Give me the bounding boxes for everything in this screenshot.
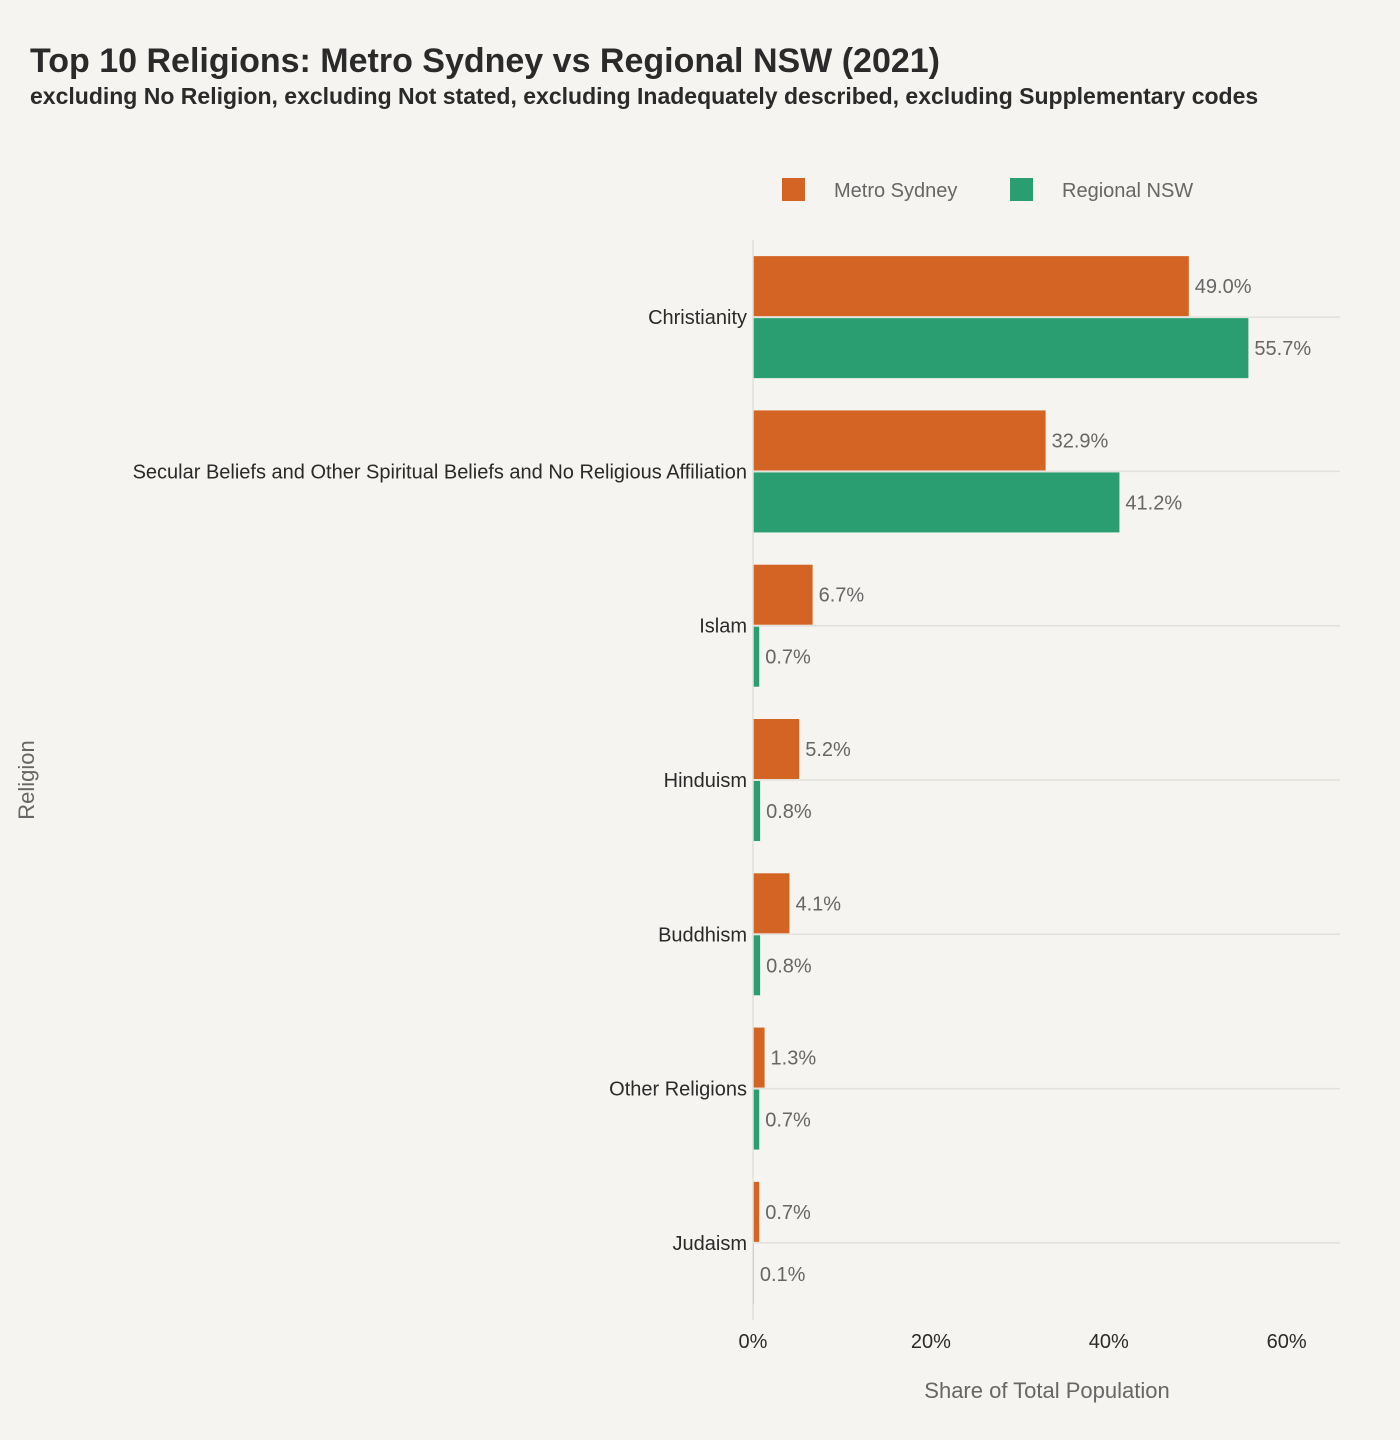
y-tick-label: Buddhism — [658, 924, 747, 946]
data-label: 49.0% — [1195, 276, 1252, 298]
x-tick-label: 40% — [1089, 1331, 1129, 1353]
data-label: 32.9% — [1052, 430, 1109, 452]
data-label: 0.8% — [766, 801, 812, 823]
legend-label-2: Regional NSW — [1062, 180, 1193, 202]
chart-title: Top 10 Religions: Metro Sydney vs Region… — [30, 42, 940, 80]
legend: Metro Sydney Regional NSW — [782, 178, 1193, 202]
y-axis: Christianity Secular Beliefs and Other Sp… — [133, 240, 754, 1320]
y-tick-label: Other Religions — [609, 1079, 747, 1101]
y-tick-label: Hinduism — [664, 770, 747, 792]
data-label: 0.1% — [760, 1264, 806, 1286]
y-tick-label: Secular Beliefs and Other Spiritual Beli… — [133, 461, 747, 483]
legend-label-1: Metro Sydney — [834, 180, 957, 202]
bar-metro — [753, 1181, 760, 1242]
bar-metro — [753, 1027, 765, 1088]
bar-regional — [753, 935, 761, 996]
data-label: 5.2% — [805, 739, 851, 761]
bar-regional — [753, 1089, 760, 1150]
data-label: 4.1% — [795, 893, 841, 915]
data-label: 1.3% — [771, 1048, 817, 1070]
data-labels: 49.0% 55.7% 32.9% 41.2% 6.7% 0.7% 5.2% 0.8% 4.1%… — [760, 276, 1311, 1286]
data-label: 0.7% — [765, 1202, 811, 1224]
x-tick-label: 60% — [1267, 1331, 1307, 1353]
legend-swatch-1 — [782, 178, 805, 201]
y-tick-label: Judaism — [673, 1233, 747, 1255]
bar-regional — [753, 318, 1249, 379]
x-axis-title: Share of Total Population — [924, 1378, 1169, 1403]
legend-swatch-2 — [1010, 178, 1033, 201]
bar-metro — [753, 410, 1046, 471]
y-tick-label: Christianity — [648, 307, 747, 329]
bar-metro — [753, 564, 813, 625]
bar-metro — [753, 873, 790, 934]
y-tick-label: Islam — [699, 616, 747, 638]
data-label: 41.2% — [1125, 492, 1182, 514]
bar-regional — [753, 781, 761, 841]
grid-lines — [753, 316, 1340, 1244]
x-tick-label: 0% — [739, 1331, 768, 1353]
x-axis: 0% 20% 40% 60% — [739, 1331, 1307, 1353]
bars — [753, 256, 1249, 1304]
bar-regional — [753, 626, 760, 687]
data-label: 55.7% — [1254, 338, 1311, 360]
bar-metro — [753, 719, 800, 779]
bar-regional — [753, 472, 1120, 533]
data-label: 6.7% — [819, 585, 865, 607]
chart-subtitle: excluding No Religion, excluding Not sta… — [30, 83, 1258, 109]
y-axis-title: Religion — [14, 740, 39, 820]
bar-metro — [753, 256, 1189, 317]
x-tick-label: 20% — [911, 1331, 951, 1353]
data-label: 0.7% — [765, 647, 811, 669]
data-label: 0.7% — [765, 1110, 811, 1132]
data-label: 0.8% — [766, 955, 812, 977]
